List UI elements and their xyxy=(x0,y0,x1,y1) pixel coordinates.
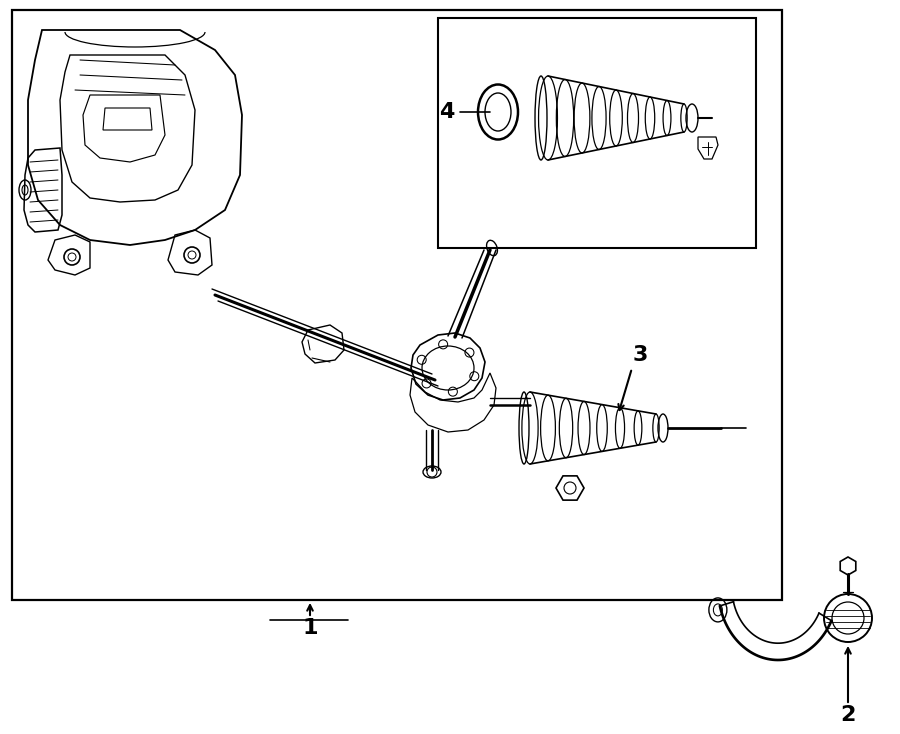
Text: 2: 2 xyxy=(841,705,856,725)
Text: 3: 3 xyxy=(633,345,648,365)
Text: 1: 1 xyxy=(302,618,318,638)
Bar xyxy=(438,18,756,248)
Text: 4: 4 xyxy=(439,102,454,122)
Bar xyxy=(12,10,782,600)
